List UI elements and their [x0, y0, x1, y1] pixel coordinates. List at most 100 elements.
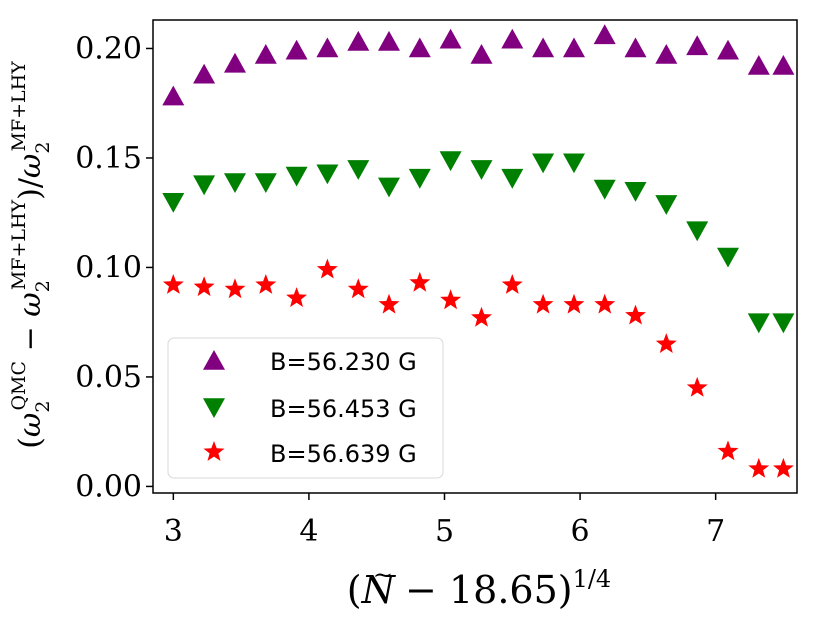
data-point-star-2-10 [471, 306, 492, 327]
data-point-star-2-6 [347, 278, 369, 299]
data-point-triangle-down-1-12 [532, 153, 555, 174]
data-point-triangle-up-0-14 [593, 24, 616, 45]
data-point-triangle-down-1-7 [378, 177, 400, 198]
data-point-triangle-down-1-18 [717, 247, 739, 268]
y-axis-label-sup-norm: MF+LHY [8, 61, 30, 152]
y-axis-label-omega-mf: ω [13, 292, 48, 316]
data-point-triangle-up-0-0 [162, 85, 185, 106]
y-axis-label-sub-3: 2 [32, 141, 54, 153]
data-point-star-2-1 [193, 276, 215, 297]
data-point-triangle-up-0-20 [772, 55, 795, 75]
data-point-triangle-up-0-3 [254, 44, 277, 64]
legend-label-b56453: B=56.453 G [270, 395, 417, 423]
data-point-triangle-up-0-15 [624, 37, 647, 58]
data-point-triangle-up-0-8 [408, 37, 431, 58]
y-axis-label-open: ( [13, 437, 48, 449]
y-axis-label-mid: )/ [13, 177, 48, 200]
data-point-star-2-9 [440, 289, 462, 310]
data-point-star-2-15 [625, 304, 646, 325]
y-tick-label: 0.20 [75, 31, 142, 66]
data-point-triangle-down-1-5 [316, 164, 339, 185]
x-axis-ticks: 3 4 5 6 7 [164, 493, 725, 549]
plot-frame [152, 19, 798, 494]
data-point-triangle-up-0-13 [563, 37, 585, 58]
legend-marker-star [203, 441, 225, 461]
y-tick-label: 0.10 [75, 250, 142, 285]
y-axis-ticks: 0.00 0.05 0.10 0.15 0.20 [75, 31, 153, 504]
data-point-star-2-18 [717, 440, 739, 461]
legend-label-b56639: B=56.639 G [270, 440, 417, 468]
data-point-triangle-down-1-19 [747, 313, 770, 334]
data-point-triangle-up-0-10 [470, 44, 493, 64]
data-point-triangle-up-0-11 [501, 28, 524, 49]
data-point-star-2-11 [501, 274, 523, 294]
legend-label-b56230: B=56.230 G [270, 348, 417, 376]
x-axis-label-open: ( [347, 568, 362, 612]
data-point-triangle-down-1-9 [439, 151, 462, 172]
y-axis-label: (ω2QMC − ω2MF+LHY)/ω2MF+LHY [8, 61, 54, 449]
y-axis-label-omega-norm: ω [13, 154, 48, 178]
x-axis-label-n: N [361, 568, 397, 612]
data-point-star-2-5 [316, 258, 338, 279]
data-point-star-2-12 [532, 293, 554, 314]
data-point-triangle-up-0-2 [224, 52, 246, 73]
data-point-star-2-0 [162, 274, 184, 294]
data-point-triangle-down-1-20 [772, 313, 795, 334]
data-point-triangle-up-0-6 [347, 30, 370, 51]
data-point-triangle-down-1-8 [408, 168, 431, 189]
x-axis-label-tilde: ~ [373, 561, 393, 589]
data-point-triangle-up-0-5 [316, 37, 339, 58]
data-point-star-2-13 [563, 293, 585, 314]
data-point-triangle-down-1-10 [470, 160, 493, 180]
data-point-triangle-down-1-4 [285, 166, 308, 187]
legend-marker-triangle-down [203, 398, 225, 418]
data-point-triangle-down-1-6 [347, 160, 370, 180]
legend-box [167, 337, 444, 479]
data-point-star-2-14 [594, 293, 616, 314]
data-point-triangle-up-0-12 [532, 37, 555, 58]
data-point-triangle-up-0-4 [285, 39, 308, 60]
data-point-triangle-up-0-7 [378, 30, 400, 51]
y-tick-label: 0.15 [75, 141, 142, 176]
x-axis-label: (N~ − 18.65)1/4 [347, 561, 611, 612]
data-point-star-2-19 [748, 457, 770, 478]
y-tick-label: 0.00 [75, 469, 142, 504]
data-point-star-2-17 [686, 376, 708, 397]
data-point-triangle-down-1-1 [193, 175, 216, 196]
data-point-triangle-up-0-18 [717, 39, 739, 60]
data-point-triangle-down-1-17 [686, 221, 709, 242]
data-point-star-2-16 [655, 333, 677, 353]
x-tick-label: 6 [571, 514, 590, 549]
legend-marker-triangle-up [203, 350, 225, 370]
data-point-triangle-up-0-1 [193, 63, 216, 84]
data-point-triangle-up-0-19 [747, 55, 770, 75]
data-point-triangle-down-1-2 [224, 173, 246, 193]
x-axis-label-rest: − 18.65) [393, 568, 573, 612]
y-axis-label-sub-1: 2 [32, 401, 54, 413]
data-markers [162, 24, 795, 478]
x-tick-label: 4 [299, 514, 318, 549]
data-point-star-2-4 [286, 287, 307, 307]
data-point-star-2-20 [773, 457, 794, 478]
legend: B=56.230 G B=56.453 G B=56.639 G [167, 337, 444, 479]
y-axis-label-sub-2: 2 [32, 280, 54, 292]
data-point-star-2-3 [255, 274, 277, 294]
data-point-triangle-up-0-17 [686, 35, 709, 56]
data-point-triangle-down-1-11 [501, 168, 524, 189]
data-point-triangle-down-1-16 [655, 195, 678, 215]
y-axis-label-sup-qmc: QMC [8, 361, 30, 411]
data-point-star-2-8 [409, 271, 431, 292]
data-point-triangle-down-1-3 [254, 173, 277, 193]
x-tick-label: 7 [706, 514, 725, 549]
y-axis-label-minus: − [13, 317, 48, 361]
y-axis-label-omega-qmc: ω [13, 413, 48, 437]
data-point-triangle-down-1-13 [563, 153, 585, 174]
data-point-triangle-down-1-0 [162, 193, 185, 213]
y-axis-label-sup-mf: MF+LHY [8, 199, 30, 290]
x-tick-label: 5 [435, 514, 454, 549]
y-tick-label: 0.05 [75, 360, 142, 395]
data-point-triangle-down-1-15 [624, 182, 647, 202]
data-point-triangle-up-0-9 [439, 28, 462, 49]
